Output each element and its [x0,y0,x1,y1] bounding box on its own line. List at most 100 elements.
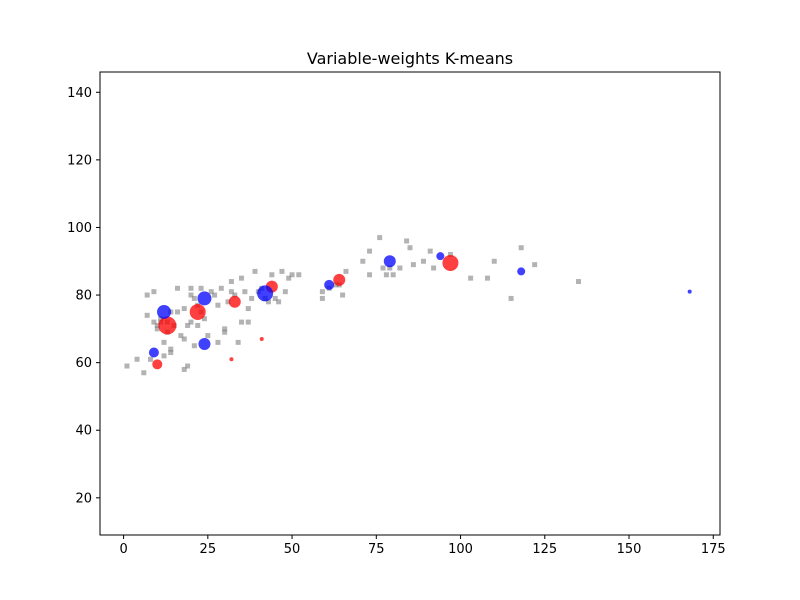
data-point [154,326,160,332]
data-point [367,272,373,278]
data-point [390,272,396,278]
blue-cluster-center [687,289,692,294]
data-point [181,306,187,312]
data-point [134,356,140,362]
x-tick-label: 0 [119,542,127,557]
data-point [154,322,160,328]
y-tick-label: 100 [67,221,92,236]
x-tick-label: 125 [532,542,557,557]
data-point [215,302,221,308]
data-point [286,275,292,281]
data-point [272,295,278,301]
red-cluster-center [189,303,206,320]
data-point [360,258,366,264]
data-point [252,268,258,274]
data-point [144,292,150,298]
red-cluster-center [333,273,346,286]
data-point [195,322,201,328]
data-point [404,238,410,244]
data-point [340,292,346,298]
data-point [289,272,295,278]
data-point [239,275,245,281]
data-point [228,279,234,285]
data-point [279,268,285,274]
y-tick-label: 60 [75,356,92,371]
data-point [181,366,187,372]
data-point [168,346,174,352]
data-point [387,265,393,271]
data-point [245,319,251,325]
blue-cluster-center [436,252,445,261]
data-point [198,285,204,291]
blue-cluster-center [148,347,159,358]
data-point [212,292,218,298]
data-point [296,272,302,278]
red-cluster-center [259,336,264,341]
blue-cluster-center [383,255,396,268]
data-point [151,289,157,295]
data-point [185,322,191,328]
y-tick-label: 20 [75,491,92,506]
data-point [367,248,373,254]
data-point [151,319,157,325]
blue-cluster-center [197,291,212,306]
data-point [575,279,581,285]
data-point [218,285,224,291]
data-point [222,329,228,335]
data-point [468,275,474,281]
y-axis-ticks: 20 40 60 80 100 120 140 [67,86,100,506]
data-point [333,282,339,288]
data-point [485,275,490,281]
data-point [343,268,349,274]
data-point [175,309,180,315]
data-point [175,285,180,291]
data-point [178,333,184,339]
blue-cluster-center [324,279,335,290]
data-point [427,248,433,254]
data-point [410,262,416,268]
data-point [161,353,167,359]
data-point [188,292,194,298]
red-cluster-center [158,316,177,335]
data-point [319,289,325,295]
data-point [265,299,271,305]
data-point [420,258,426,264]
data-point [397,265,403,271]
data-point [188,285,194,291]
data-point [532,262,538,268]
data-point [245,306,251,312]
data-point [518,245,524,251]
data-point [508,295,514,301]
y-tick-label: 120 [67,153,92,168]
data-point [383,272,389,278]
blue-cluster-center [198,338,211,351]
data-point [148,356,154,362]
data-point [228,289,234,295]
data-point [215,339,221,345]
y-tick-label: 140 [67,86,92,101]
blue-cluster-center [157,304,172,319]
data-point [185,363,191,369]
y-tick-label: 80 [75,289,92,304]
data-point [141,370,147,376]
data-point [161,339,167,345]
data-point [249,295,255,301]
red-cluster-center [442,254,459,271]
data-point [242,289,248,295]
data-point [276,299,282,305]
data-point [144,312,150,318]
chart-title: Variable-weights K-means [307,49,513,68]
data-point [222,326,228,332]
x-tick-label: 150 [617,542,642,557]
data-point [377,235,383,241]
data-point [447,251,453,257]
x-tick-label: 175 [701,542,726,557]
blue-cluster-center [257,285,274,302]
data-point [431,265,437,271]
y-tick-label: 40 [75,424,92,439]
x-tick-label: 100 [448,542,473,557]
data-point [205,333,211,339]
data-point [208,289,214,295]
